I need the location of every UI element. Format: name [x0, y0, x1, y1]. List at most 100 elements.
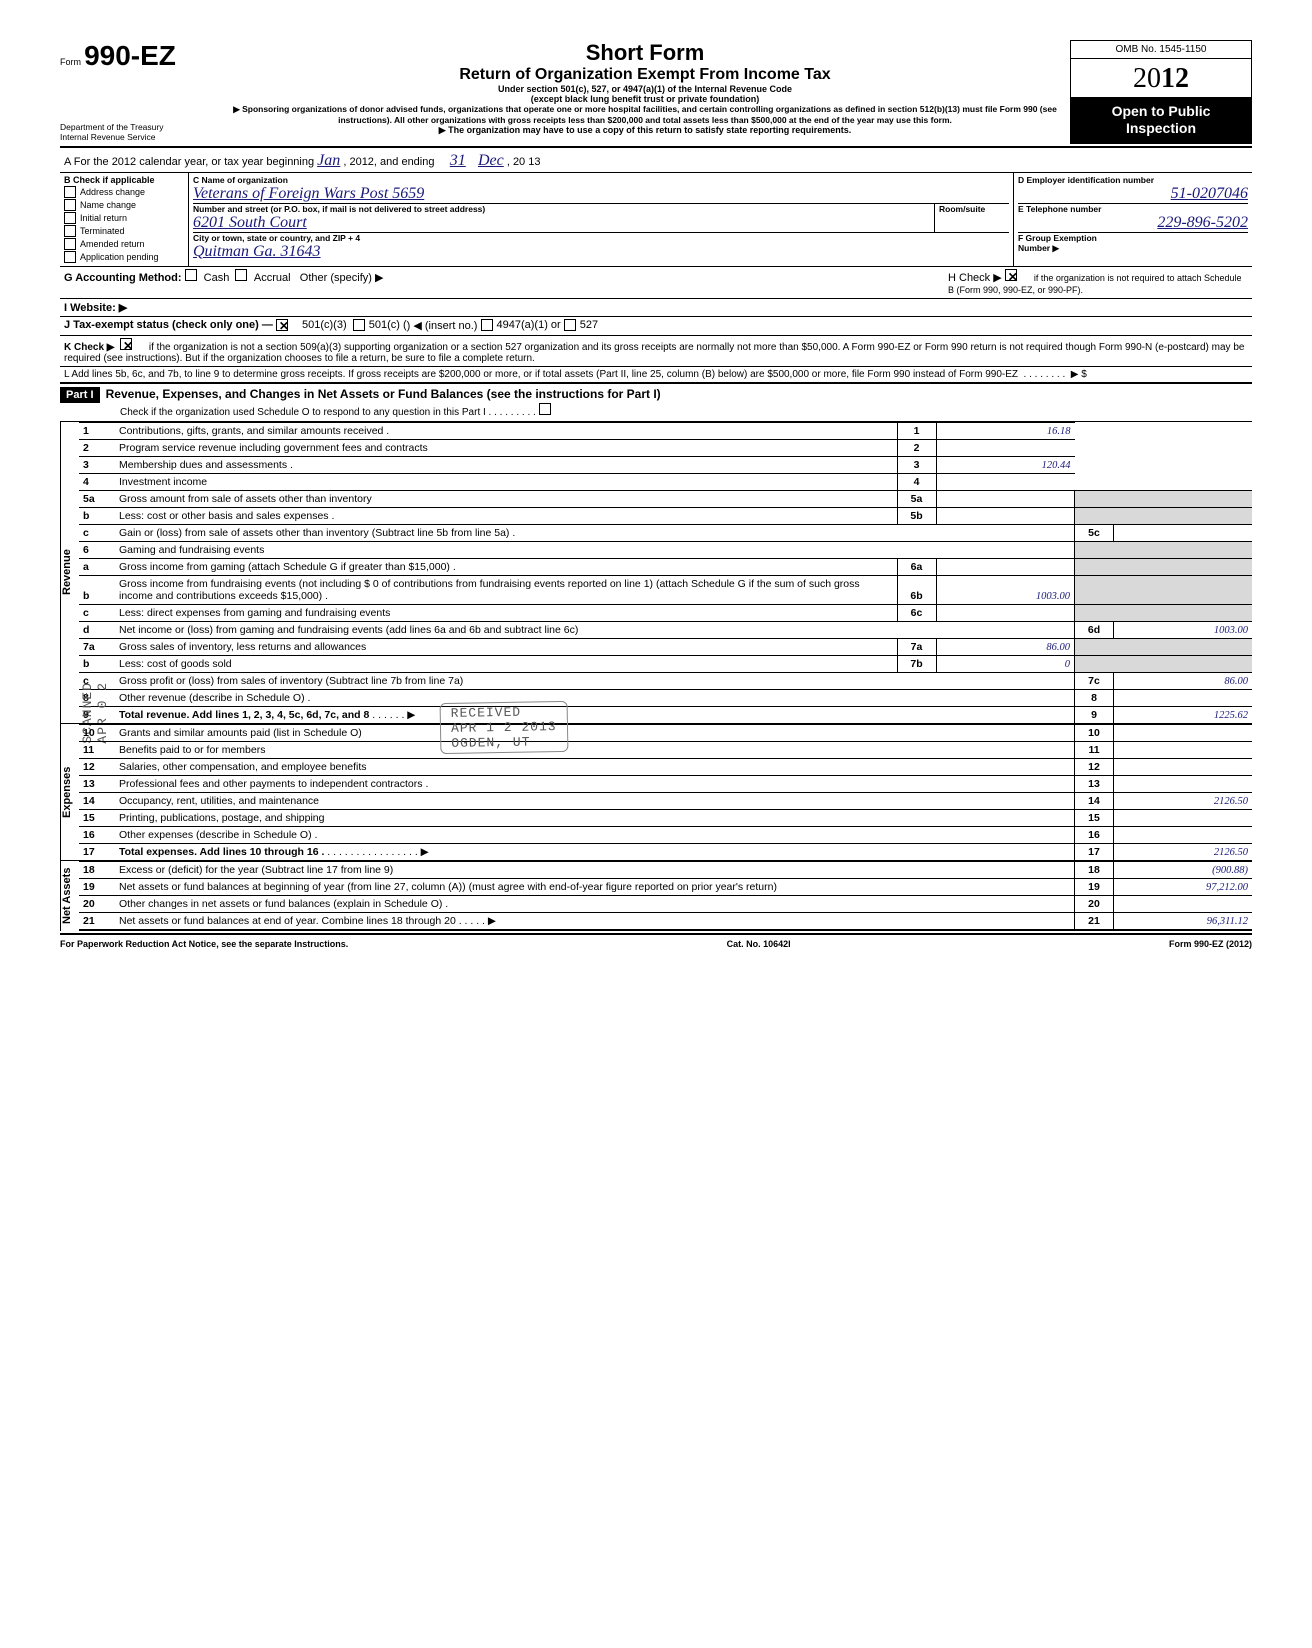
d15: Printing, publications, postage, and shi…	[115, 809, 1075, 826]
v20[interactable]	[1114, 895, 1253, 912]
v2[interactable]	[936, 439, 1075, 456]
v21[interactable]: 96,311.12	[1114, 912, 1253, 930]
org-city[interactable]: Quitman Ga. 31643	[193, 243, 1009, 261]
chk-527[interactable]	[564, 319, 576, 331]
chk-label-pending: Application pending	[80, 252, 159, 262]
l-arrow: ▶ $	[1071, 369, 1087, 380]
stamp-date: APR 1 2 2013	[451, 719, 557, 736]
d18: Excess or (deficit) for the year (Subtra…	[115, 861, 1075, 878]
expenses-table: 10Grants and similar amounts paid (list …	[79, 724, 1252, 860]
v9[interactable]: 1225.62	[1114, 706, 1253, 723]
iv6b[interactable]: 1003.00	[936, 575, 1075, 604]
v10[interactable]	[1114, 724, 1253, 741]
d7b: Less: cost of goods sold	[115, 655, 897, 672]
b4: 4	[897, 473, 936, 490]
b-label: B Check if applicable	[64, 175, 184, 185]
footer-left: For Paperwork Reduction Act Notice, see …	[60, 939, 348, 949]
ib6b: 6b	[897, 575, 936, 604]
org-name[interactable]: Veterans of Foreign Wars Post 5659	[193, 185, 1009, 203]
d12: Salaries, other compensation, and employ…	[115, 758, 1075, 775]
chk-initial[interactable]	[64, 212, 76, 224]
v13[interactable]	[1114, 775, 1253, 792]
chk-label-name: Name change	[80, 200, 136, 210]
stamp-ogden: OGDEN, UT	[451, 734, 557, 751]
v17[interactable]: 2126.50	[1114, 843, 1253, 860]
v14[interactable]: 2126.50	[1114, 792, 1253, 809]
l-text: L Add lines 5b, 6c, and 7b, to line 9 to…	[64, 369, 1018, 380]
v15[interactable]	[1114, 809, 1253, 826]
n4: 4	[79, 473, 115, 490]
f-label-2: Number ▶	[1018, 243, 1248, 254]
iv6a[interactable]	[936, 558, 1075, 575]
g-accrual: Accrual	[254, 272, 291, 284]
org-street[interactable]: 6201 South Court	[193, 214, 934, 232]
d6b: Gross income from fundraising events (no…	[115, 575, 897, 604]
chk-pending[interactable]	[64, 251, 76, 263]
j-opt1: 501(c)(3)	[302, 319, 347, 333]
v16[interactable]	[1114, 826, 1253, 843]
chk-accrual[interactable]	[235, 269, 247, 281]
v5c[interactable]	[1114, 524, 1253, 541]
v1[interactable]: 16.18	[936, 422, 1075, 439]
ib5a: 5a	[897, 490, 936, 507]
v12[interactable]	[1114, 758, 1253, 775]
v4[interactable]	[936, 473, 1075, 490]
ib5b: 5b	[897, 507, 936, 524]
open-public-2: Inspection	[1075, 120, 1247, 137]
n6a: a	[79, 558, 115, 575]
b1: 1	[897, 422, 936, 439]
chk-terminated[interactable]	[64, 225, 76, 237]
d6c: Less: direct expenses from gaming and fu…	[115, 604, 897, 621]
iv7a[interactable]: 86.00	[936, 638, 1075, 655]
n12: 12	[79, 758, 115, 775]
v11[interactable]	[1114, 741, 1253, 758]
v8[interactable]	[1114, 689, 1253, 706]
v6d[interactable]: 1003.00	[1114, 621, 1253, 638]
d4: Investment income	[115, 473, 897, 490]
period-end-day[interactable]: 31	[450, 152, 466, 169]
form-number: 990-EZ	[84, 40, 176, 71]
n3: 3	[79, 456, 115, 473]
b12: 12	[1075, 758, 1114, 775]
ib6c: 6c	[897, 604, 936, 621]
iv5a[interactable]	[936, 490, 1075, 507]
chk-501c[interactable]	[353, 319, 365, 331]
ein-value[interactable]: 51-0207046	[1018, 185, 1248, 203]
period-begin[interactable]: Jan	[317, 152, 340, 169]
g-cash: Cash	[204, 272, 230, 284]
chk-name-change[interactable]	[64, 199, 76, 211]
j-insert: ) ◀ (insert no.)	[407, 319, 478, 333]
v18[interactable]: (900.88)	[1114, 861, 1253, 878]
iv6c[interactable]	[936, 604, 1075, 621]
title-sponsor: ▶ Sponsoring organizations of donor advi…	[220, 104, 1070, 125]
v19[interactable]: 97,212.00	[1114, 878, 1253, 895]
b15: 15	[1075, 809, 1114, 826]
iv7b[interactable]: 0	[936, 655, 1075, 672]
b16: 16	[1075, 826, 1114, 843]
omb-number: OMB No. 1545-1150	[1071, 41, 1251, 59]
d7a: Gross sales of inventory, less returns a…	[115, 638, 897, 655]
b2: 2	[897, 439, 936, 456]
chk-cash[interactable]	[185, 269, 197, 281]
period-end-mon[interactable]: Dec	[478, 152, 504, 169]
b7c: 7c	[1075, 672, 1114, 689]
v7c[interactable]: 86.00	[1114, 672, 1253, 689]
iv5b[interactable]	[936, 507, 1075, 524]
n19: 19	[79, 878, 115, 895]
chk-amended[interactable]	[64, 238, 76, 250]
title-return: Return of Organization Exempt From Incom…	[220, 66, 1070, 84]
chk-4947[interactable]	[481, 319, 493, 331]
footer-mid: Cat. No. 10642I	[727, 939, 791, 949]
phone-value[interactable]: 229-896-5202	[1018, 214, 1248, 232]
ib7b: 7b	[897, 655, 936, 672]
chk-part1-schedO[interactable]	[539, 403, 551, 415]
period-label: A For the 2012 calendar year, or tax yea…	[64, 156, 314, 168]
d6: Gaming and fundraising events	[115, 541, 1075, 558]
d13: Professional fees and other payments to …	[115, 775, 1075, 792]
b17: 17	[1075, 843, 1114, 860]
year-prefix: 20	[1133, 63, 1161, 94]
revenue-section: Revenue 1Contributions, gifts, grants, a…	[60, 421, 1252, 723]
chk-address-change[interactable]	[64, 186, 76, 198]
v3[interactable]: 120.44	[936, 456, 1075, 473]
d7c: Gross profit or (loss) from sales of inv…	[115, 672, 1075, 689]
